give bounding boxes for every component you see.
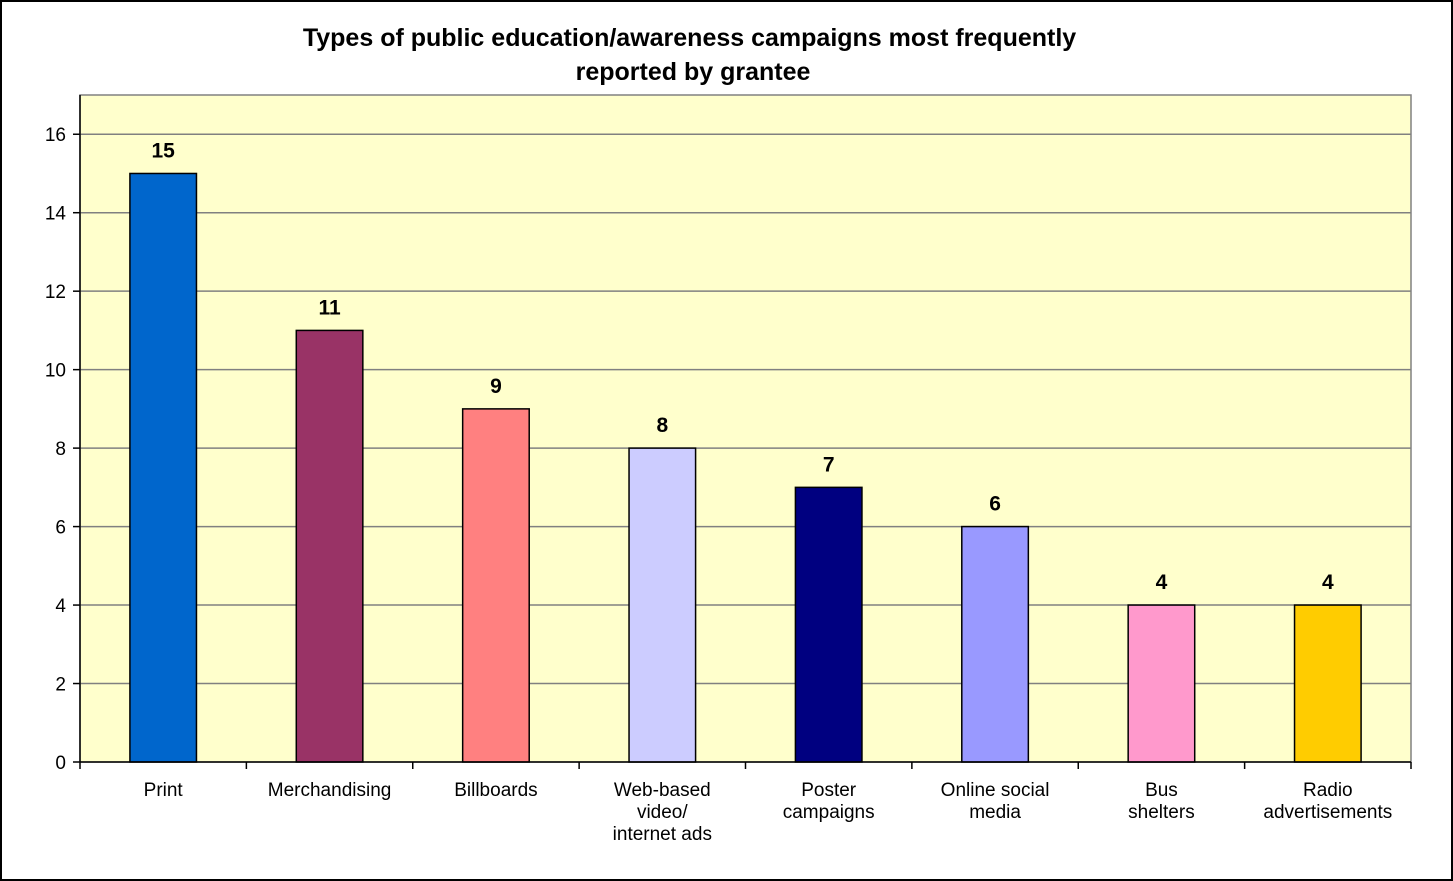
data-label: 4 bbox=[1322, 571, 1334, 594]
x-tick-label-line: Print bbox=[144, 780, 184, 801]
chart-title-line-2: reported by grantee bbox=[576, 58, 811, 86]
y-tick-label: 6 bbox=[55, 518, 66, 539]
y-axis: 0 2 4 6 8 10 12 14 16 bbox=[45, 95, 81, 774]
plot-area bbox=[79, 94, 1412, 763]
x-tick-label: Print bbox=[144, 780, 184, 801]
bar bbox=[295, 329, 364, 763]
x-tick-label-line: Radio bbox=[1303, 780, 1353, 801]
chart-title: Types of public education/awareness camp… bbox=[303, 24, 1083, 86]
x-tick-label-line: Billboards bbox=[454, 780, 537, 801]
x-tick-label: Billboards bbox=[454, 780, 537, 801]
x-tick-label-line: Poster bbox=[801, 780, 857, 801]
x-tick-label-line: Web-based bbox=[614, 780, 711, 801]
x-tick-label-line: video/ bbox=[637, 802, 688, 823]
data-label: 9 bbox=[490, 375, 502, 398]
data-labels: 15 11 9 8 7 6 4 4 bbox=[152, 139, 1334, 594]
y-tick-label: 16 bbox=[45, 125, 66, 146]
y-tick-label: 12 bbox=[45, 282, 66, 303]
bars bbox=[129, 172, 1362, 763]
x-tick-label-line: Bus bbox=[1145, 780, 1178, 801]
y-tick-label: 0 bbox=[55, 753, 66, 774]
x-tick-label-line: Merchandising bbox=[268, 780, 392, 801]
x-axis: Print Merchandising Billboards Web-based vid… bbox=[79, 761, 1412, 845]
data-label: 11 bbox=[318, 296, 341, 319]
data-label: 15 bbox=[152, 139, 176, 162]
data-label: 6 bbox=[989, 493, 1001, 516]
bar bbox=[129, 172, 198, 763]
x-tick-label: Web-based video/internet ads bbox=[613, 780, 712, 845]
bar bbox=[794, 486, 863, 763]
y-tick-label: 4 bbox=[55, 596, 66, 617]
bar bbox=[961, 525, 1030, 763]
bar bbox=[1293, 604, 1362, 763]
x-tick-label-line: internet ads bbox=[613, 824, 712, 845]
bar bbox=[461, 408, 530, 763]
x-tick-label-line: campaigns bbox=[783, 802, 875, 823]
x-tick-label: Poster campaigns bbox=[783, 780, 875, 823]
x-tick-label: Merchandising bbox=[268, 780, 392, 801]
x-tick-label: Bus shelters bbox=[1128, 780, 1195, 823]
bar bbox=[628, 447, 697, 763]
x-tick-label: Radio advertisements bbox=[1263, 780, 1392, 823]
y-tick-label: 8 bbox=[55, 439, 66, 460]
y-tick-label: 10 bbox=[45, 361, 66, 382]
x-tick-label-line: Online social bbox=[941, 780, 1050, 801]
data-label: 8 bbox=[656, 414, 668, 437]
x-tick-label-line: advertisements bbox=[1263, 802, 1392, 823]
data-label: 7 bbox=[823, 453, 835, 476]
chart-title-line-1: Types of public education/awareness camp… bbox=[303, 24, 1076, 52]
x-tick-label-line: shelters bbox=[1128, 802, 1195, 823]
x-tick-label: Online social media bbox=[941, 780, 1050, 823]
bar bbox=[1127, 604, 1196, 763]
y-tick-label: 2 bbox=[55, 675, 66, 696]
data-label: 4 bbox=[1156, 571, 1168, 594]
x-tick-label-line: media bbox=[969, 802, 1021, 823]
y-tick-label: 14 bbox=[45, 204, 67, 225]
